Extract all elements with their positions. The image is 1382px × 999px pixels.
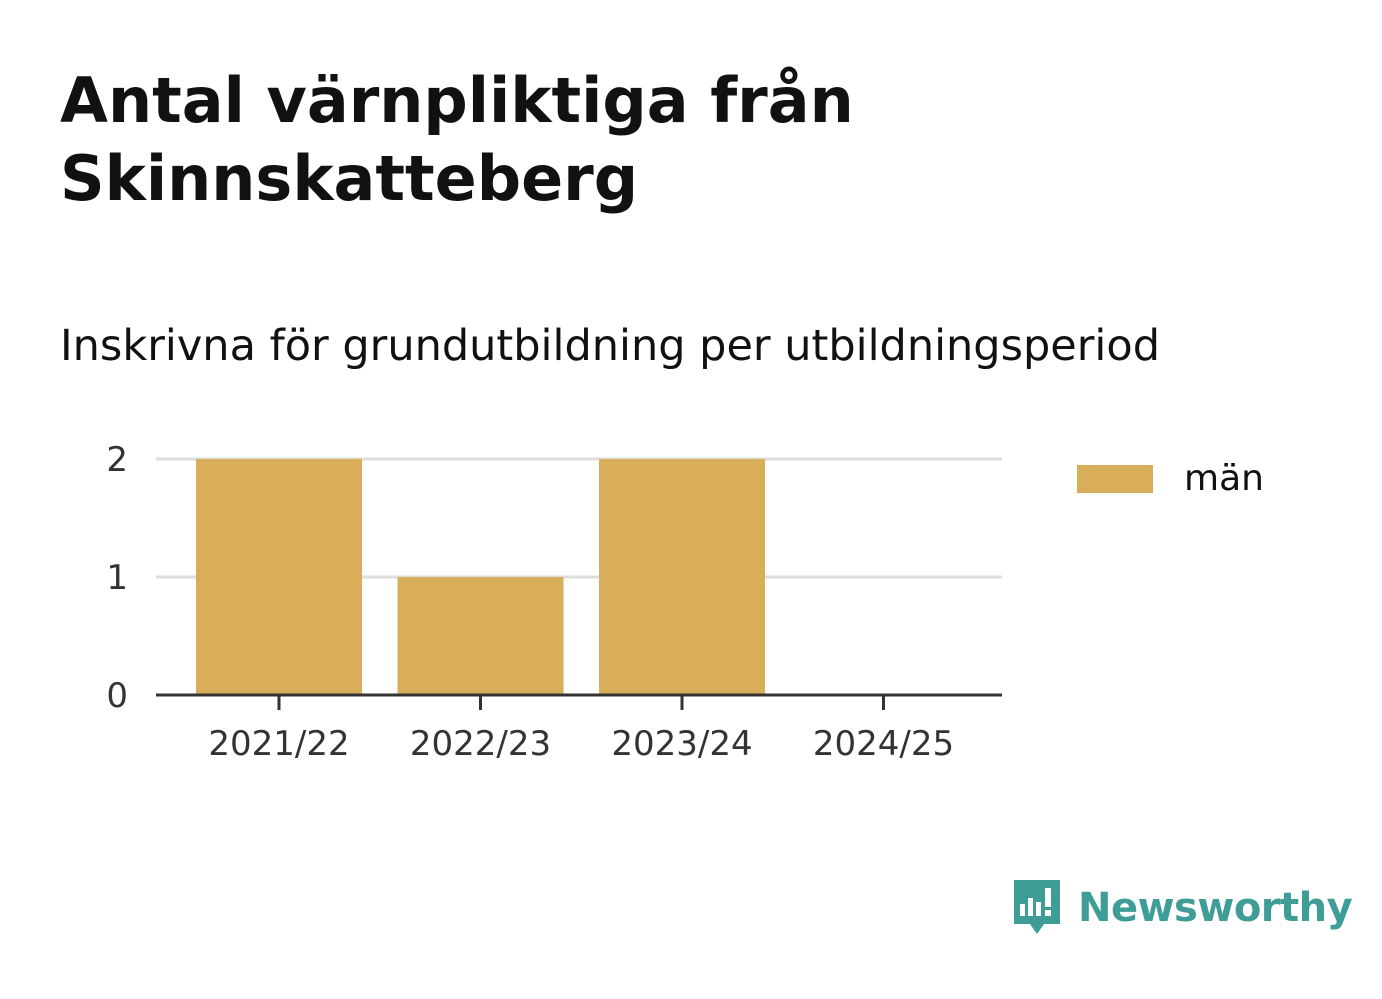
chart-title: Antal värnpliktiga från Skinnskatteberg: [60, 64, 854, 215]
legend: män: [1077, 458, 1264, 499]
bar-2021/22: [196, 459, 362, 695]
chart-subtitle: Inskrivna för grundutbildning per utbild…: [60, 321, 1160, 371]
brand-name: Newsworthy: [1078, 885, 1353, 931]
bar-2023/24: [599, 459, 765, 695]
legend-label-man: män: [1184, 458, 1264, 499]
y-tick-label-0: 0: [106, 676, 128, 716]
x-tick-label-2022/23: 2022/23: [410, 724, 551, 764]
newsworthy-logo-icon: [1014, 880, 1060, 934]
legend-swatch-man: [1077, 464, 1153, 493]
brand-logo: Newsworthy: [1010, 876, 1353, 940]
x-tick-label-2021/22: 2021/22: [208, 724, 349, 764]
x-tick-label-2023/24: 2023/24: [611, 724, 752, 764]
bars: [196, 459, 765, 695]
y-tick-label-2: 2: [106, 440, 128, 480]
y-tick-label-1: 1: [106, 558, 128, 598]
x-axis-ticks: 2021/22 2022/23 2023/24 2024/25: [208, 695, 954, 764]
y-axis-ticks: 0 1 2: [106, 440, 128, 716]
bar-2022/23: [397, 577, 564, 695]
x-tick-label-2024/25: 2024/25: [813, 724, 954, 764]
